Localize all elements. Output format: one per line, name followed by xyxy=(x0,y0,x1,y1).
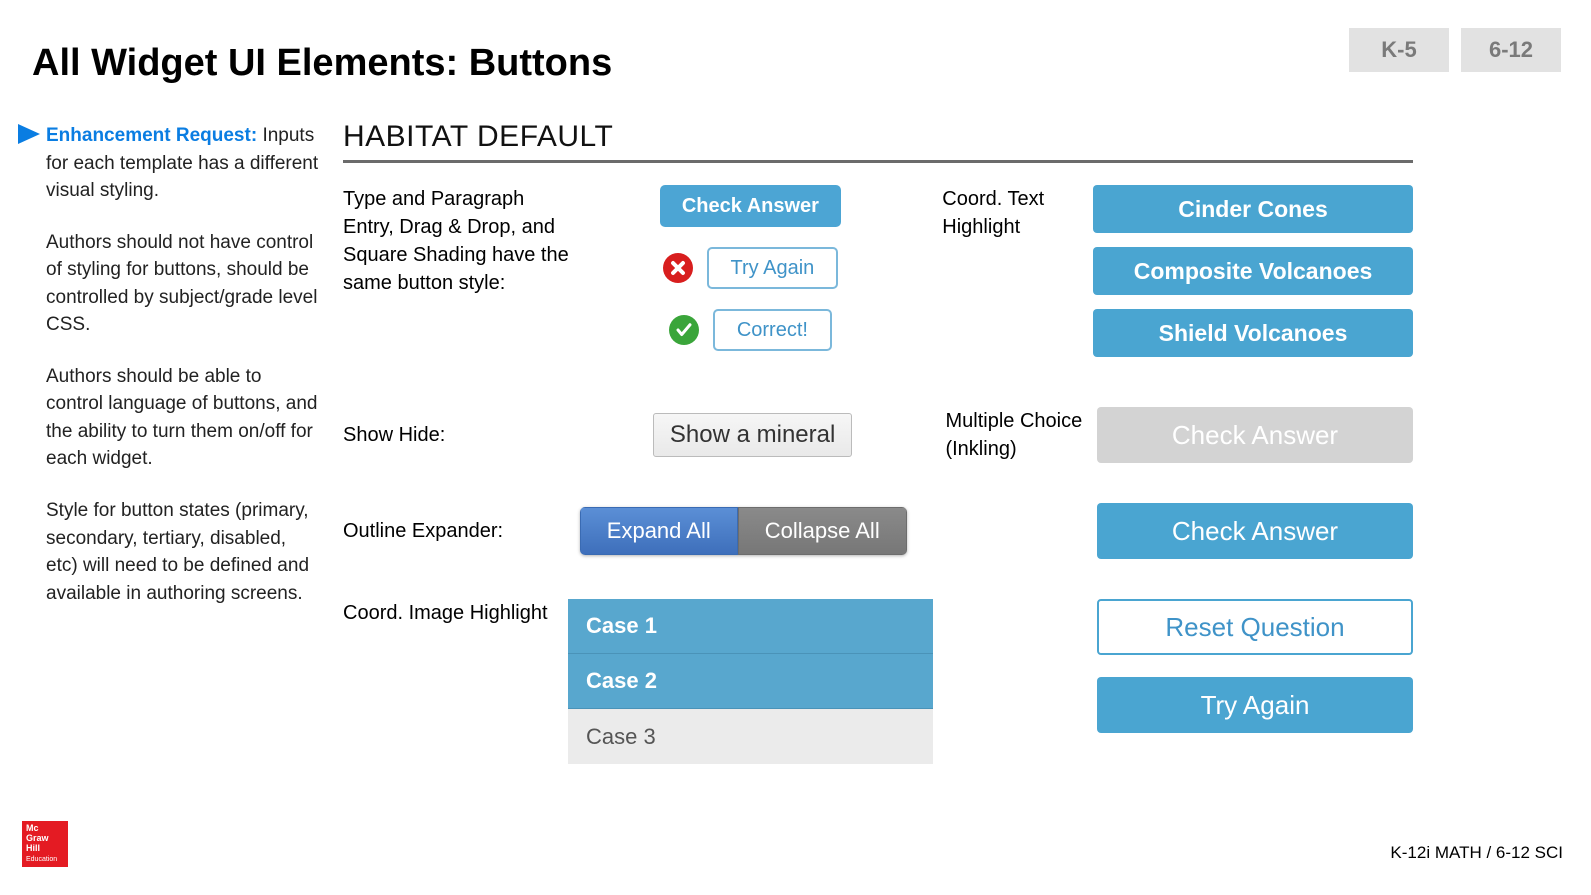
section-rule xyxy=(343,160,1413,163)
callout-p4: Style for button states (primary, second… xyxy=(46,497,321,607)
label-coord-image: Coord. Image Highlight xyxy=(343,599,568,627)
correct-button[interactable]: Correct! xyxy=(713,309,832,351)
label-outline-expander: Outline Expander: xyxy=(343,517,580,545)
show-mineral-button[interactable]: Show a mineral xyxy=(653,413,852,457)
tab-6-12[interactable]: 6-12 xyxy=(1461,28,1561,72)
case-list: Case 1 Case 2 Case 3 xyxy=(568,599,933,764)
callout-arrow-icon xyxy=(18,124,40,144)
case-3-item[interactable]: Case 3 xyxy=(568,709,933,764)
mc-check-active-button[interactable]: Check Answer xyxy=(1097,503,1413,559)
success-icon xyxy=(669,315,699,345)
error-icon xyxy=(663,253,693,283)
grade-tabs: K-5 6-12 xyxy=(1349,28,1561,72)
mcgraw-hill-logo: McGrawHillEducation xyxy=(22,821,68,867)
callout-heading: Enhancement Request: xyxy=(46,125,257,146)
label-multiple-choice: Multiple Choice (Inkling) xyxy=(945,407,1097,463)
reset-question-button[interactable]: Reset Question xyxy=(1097,599,1413,655)
callout-p2: Authors should not have control of styli… xyxy=(46,229,321,339)
mc-check-disabled-button: Check Answer xyxy=(1097,407,1413,463)
callout-p3: Authors should be able to control langua… xyxy=(46,363,321,473)
cinder-cones-button[interactable]: Cinder Cones xyxy=(1093,185,1413,233)
label-coord-text: Coord. Text Highlight xyxy=(942,185,1093,241)
mc-try-again-button[interactable]: Try Again xyxy=(1097,677,1413,733)
tab-k5[interactable]: K-5 xyxy=(1349,28,1449,72)
case-1-item[interactable]: Case 1 xyxy=(568,599,933,654)
section-title: HABITAT DEFAULT xyxy=(343,120,613,154)
enhancement-callout: Enhancement Request: Inputs for each tem… xyxy=(18,122,321,631)
composite-volcanoes-button[interactable]: Composite Volcanoes xyxy=(1093,247,1413,295)
expander-group: Expand All Collapse All xyxy=(580,507,907,555)
label-type-entry: Type and Paragraph Entry, Drag & Drop, a… xyxy=(343,185,578,297)
check-answer-button[interactable]: Check Answer xyxy=(660,185,841,227)
label-show-hide: Show Hide: xyxy=(343,421,580,449)
case-2-item[interactable]: Case 2 xyxy=(568,654,933,709)
footer-text: K-12i MATH / 6-12 SCI xyxy=(1390,843,1563,863)
shield-volcanoes-button[interactable]: Shield Volcanoes xyxy=(1093,309,1413,357)
callout-body: Enhancement Request: Inputs for each tem… xyxy=(46,122,321,631)
try-again-button[interactable]: Try Again xyxy=(707,247,839,289)
collapse-all-button[interactable]: Collapse All xyxy=(738,507,907,555)
expand-all-button[interactable]: Expand All xyxy=(580,507,738,555)
page-title: All Widget UI Elements: Buttons xyxy=(32,42,612,85)
